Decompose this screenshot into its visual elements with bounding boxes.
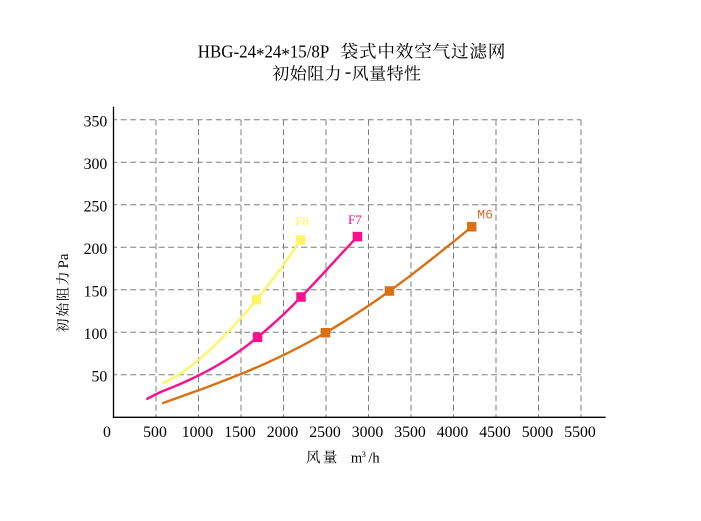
svg-text:3000: 3000 xyxy=(352,424,384,441)
svg-text:2500: 2500 xyxy=(309,424,341,441)
svg-text:Pa: Pa xyxy=(56,253,72,268)
svg-text:0: 0 xyxy=(103,424,111,441)
svg-text:150: 150 xyxy=(84,284,108,301)
svg-text:3: 3 xyxy=(362,449,366,459)
svg-text:5500: 5500 xyxy=(564,424,596,441)
svg-text:F8: F8 xyxy=(295,213,309,228)
svg-text:250: 250 xyxy=(84,199,108,216)
svg-text:50: 50 xyxy=(92,369,108,386)
svg-text:100: 100 xyxy=(84,326,108,343)
svg-text:5000: 5000 xyxy=(522,424,554,441)
svg-text:4000: 4000 xyxy=(437,424,469,441)
svg-text:350: 350 xyxy=(84,114,108,131)
svg-text:1000: 1000 xyxy=(182,424,214,441)
svg-text:200: 200 xyxy=(84,241,108,258)
svg-text:M6: M6 xyxy=(477,207,493,222)
svg-text:m: m xyxy=(351,450,363,466)
svg-text:300: 300 xyxy=(84,156,108,173)
svg-text:2000: 2000 xyxy=(267,424,299,441)
svg-text:1500: 1500 xyxy=(224,424,256,441)
svg-text:/h: /h xyxy=(368,450,380,466)
svg-text:3500: 3500 xyxy=(394,424,426,441)
svg-text:F7: F7 xyxy=(348,212,362,227)
svg-text:4500: 4500 xyxy=(479,424,511,441)
svg-text:HBG-24*24*15/8P: HBG-24*24*15/8P xyxy=(198,42,330,65)
svg-text:500: 500 xyxy=(143,424,167,441)
